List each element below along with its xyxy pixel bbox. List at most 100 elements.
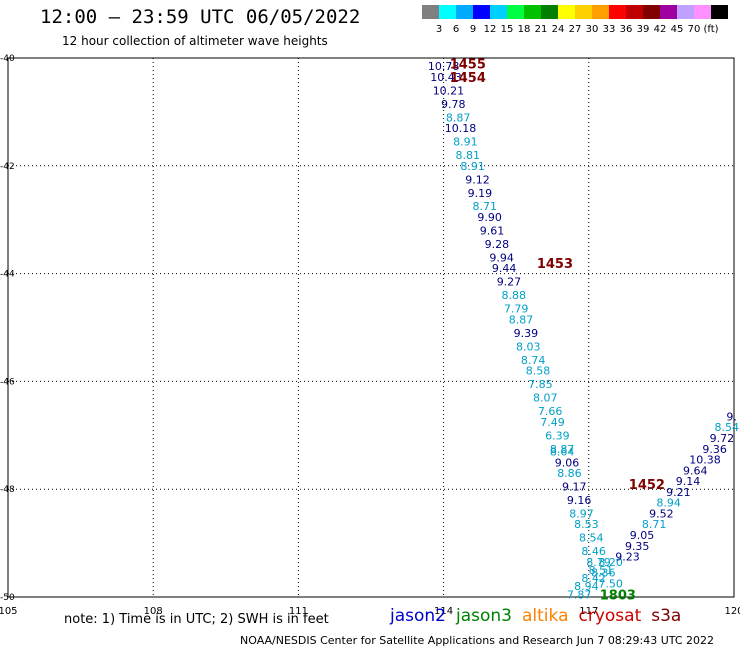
scale-label: 33: [603, 24, 616, 35]
scale-label: 12: [484, 24, 497, 35]
scale-label: 24: [552, 24, 565, 35]
wave-height-reading: 9.36: [702, 443, 727, 456]
scale-swatch: [575, 5, 592, 19]
wave-height-reading: 8.91: [460, 160, 485, 173]
latitude-tick-label: -42: [0, 162, 15, 172]
scale-swatch: [541, 5, 558, 19]
scale-label: 15: [501, 24, 514, 35]
wave-height-reading: 9.35: [625, 540, 650, 553]
pass-time-label: 1454: [450, 71, 486, 86]
wave-height-reading: 7.87: [567, 588, 592, 601]
wave-height-reading: 10.21: [433, 84, 465, 97]
scale-swatch: [694, 5, 711, 19]
wave-height-reading: 9.17: [562, 481, 587, 494]
legend-entry-jason2: jason2: [390, 606, 446, 626]
scale-label: 6: [453, 24, 459, 35]
scale-swatch: [677, 5, 694, 19]
wave-height-reading: 8.64: [550, 445, 575, 458]
longitude-tick-label: 105: [0, 606, 18, 617]
scale-label: 30: [586, 24, 599, 35]
wave-height-reading: 10.18: [445, 122, 477, 135]
wave-height-reading: 9.39: [514, 327, 539, 340]
scale-swatch: [643, 5, 660, 19]
wave-height-reading: 8.87: [446, 111, 471, 124]
footnote: note: 1) Time is in UTC; 2) SWH is in fe…: [64, 612, 329, 627]
wave-height-reading: 8.71: [642, 518, 667, 531]
wave-height-reading: 9.52: [649, 507, 674, 520]
latitude-tick-label: -48: [0, 485, 15, 495]
wave-height-reading: 8.79: [586, 556, 611, 569]
pass-time-label: 1453: [537, 257, 573, 272]
wave-height-reading: 8.46: [581, 545, 606, 558]
legend-entry-altika: altika: [522, 606, 569, 626]
wave-height-reading: 8.42: [581, 572, 606, 585]
scale-label: 42: [654, 24, 667, 35]
latitude-tick-label: -46: [0, 377, 15, 387]
scale-label: 21: [535, 24, 548, 35]
scale-label: (ft): [703, 24, 718, 35]
wave-height-reading: 8.53: [574, 518, 599, 531]
scale-swatch: [626, 5, 643, 19]
wave-height-reading: 7.66: [538, 405, 563, 418]
scale-swatch: [592, 5, 609, 19]
scale-swatch: [524, 5, 541, 19]
credit-line: NOAA/NESDIS Center for Satellite Applica…: [240, 634, 715, 647]
scale-swatch: [439, 5, 456, 19]
wave-height-reading: 9.: [726, 410, 737, 423]
scale-label: 36: [620, 24, 633, 35]
legend-entry-jason3: jason3: [456, 606, 512, 626]
wave-height-reading: 8.74: [521, 354, 546, 367]
scale-swatch: [507, 5, 524, 19]
wave-height-reading: 9.44: [492, 262, 517, 275]
wave-height-reading: 8.86: [557, 467, 582, 480]
pass-time-label: 1452: [629, 478, 665, 493]
wave-height-reading: 9.19: [468, 187, 493, 200]
wave-height-reading: 8.97: [569, 507, 594, 520]
legend-entry-s3a: s3a: [651, 606, 682, 626]
scale-swatch: [456, 5, 473, 19]
wave-height-reading: 8.20: [598, 556, 623, 569]
scale-label: 27: [569, 24, 582, 35]
wave-height-reading: 7.79: [504, 303, 529, 316]
wave-height-reading: 9.28: [485, 238, 510, 251]
wave-height-reading: 9.61: [480, 224, 505, 237]
wave-height-reading: 9.12: [465, 173, 490, 186]
wave-height-reading: 9.16: [567, 494, 592, 507]
scale-swatch: [609, 5, 626, 19]
scale-label: 70: [688, 24, 701, 35]
wave-height-reading: 10.38: [689, 454, 721, 467]
scale-swatch: [473, 5, 490, 19]
wave-height-reading: 8.54: [579, 532, 604, 545]
wave-height-reading: 8.81: [456, 149, 481, 162]
satellite-legend: jason2 jason3 altika cryosat s3a: [390, 606, 691, 626]
wave-height-reading: 9.14: [676, 475, 701, 488]
scale-swatch: [558, 5, 575, 19]
longitude-tick-label: 120: [724, 606, 740, 617]
scale-label: 3: [436, 24, 442, 35]
scale-swatch: [422, 5, 439, 19]
wave-height-reading: 10.78: [428, 60, 460, 73]
wave-height-reading: 8.87: [509, 313, 534, 326]
pass-time-label: 1455: [450, 57, 486, 72]
page-subtitle: 12 hour collection of altimeter wave hei…: [62, 34, 328, 48]
scale-label: 39: [637, 24, 650, 35]
wave-height-reading: 8.91: [453, 136, 478, 149]
wave-height-reading: 9.94: [489, 251, 514, 264]
wave-height-reading: 9.05: [630, 529, 655, 542]
wave-height-reading: 8.58: [526, 365, 551, 378]
wave-height-reading: 8.87: [550, 443, 575, 456]
wave-height-reading: 8.36: [591, 567, 616, 580]
wave-height-reading: 10.43: [430, 71, 462, 84]
page-title: 12:00 — 23:59 UTC 06/05/2022: [40, 6, 361, 28]
wave-height-reading: 8.07: [533, 392, 558, 405]
wave-height-reading: 8.03: [516, 340, 541, 353]
wave-height-reading: 8.54: [714, 421, 739, 434]
wave-height-reading: 8.94: [656, 497, 681, 510]
latitude-tick-label: -50: [0, 593, 15, 603]
scale-swatch: [660, 5, 677, 19]
scale-label: 45: [671, 24, 684, 35]
wave-height-reading: 7.49: [540, 416, 565, 429]
wave-height-reading: 9.23: [615, 551, 640, 564]
scale-swatch: [490, 5, 507, 19]
